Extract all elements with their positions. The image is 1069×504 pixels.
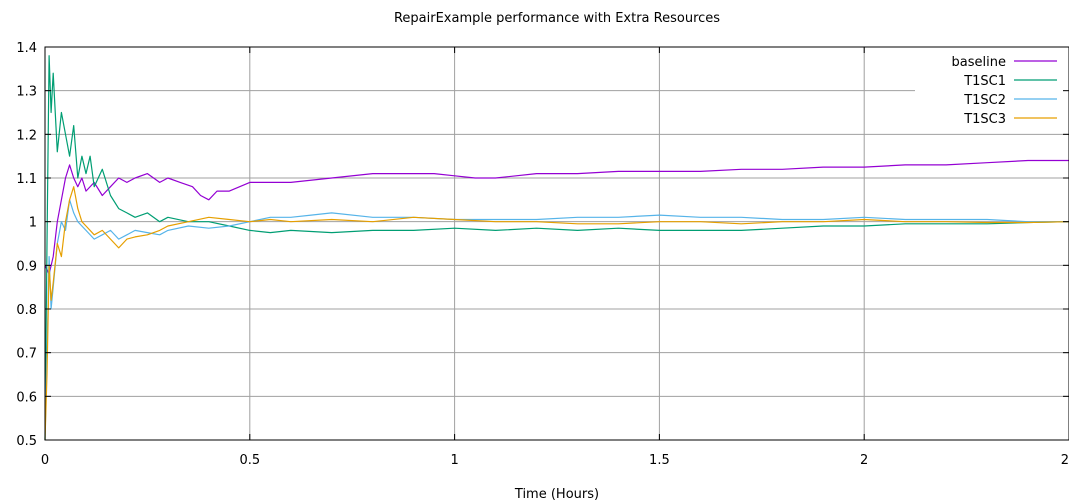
y-tick-label: 1.2 [16,128,37,143]
y-tick-label: 1.3 [16,85,37,100]
x-axis-label: Time (Hours) [514,487,599,502]
plot-border [44,46,1069,441]
x-tick-label: 1.5 [649,453,670,468]
y-tick-label: 0.6 [16,390,37,405]
x-tick-label: 1 [450,453,458,468]
y-tick-label: 1 [29,216,37,231]
legend-label: T1SC1 [963,74,1006,89]
y-tick-label: 0.9 [16,259,37,274]
x-tick-label: 0.5 [239,453,260,468]
x-tick-label: 0 [41,453,49,468]
y-tick-label: 0.8 [16,303,37,318]
legend-label: T1SC2 [963,93,1006,108]
legend-label: baseline [952,55,1006,70]
x-tick-label: 2 [860,453,868,468]
series-line-t1sc3 [44,186,1069,441]
legend: baseline T1SC1 T1SC2 T1SC3 [952,55,1057,127]
y-tick-label: 0.5 [16,434,37,449]
series-lines [44,55,1069,441]
series-line-t1sc1 [44,55,1069,441]
x-tick-label: 2 [1061,453,1069,468]
y-tick-label: 1.1 [16,172,37,187]
ticks: 0.5 0.6 0.7 0.8 0.9 1 1.1 1.2 1.3 1.4 0 0.5 1 1.5 2 2 [16,41,1069,468]
y-tick-label: 1.4 [16,41,37,56]
series-line-baseline [44,159,1069,275]
y-tick-label: 0.7 [16,347,37,362]
chart-title: RepairExample performance with Extra Res… [394,11,720,26]
grid [45,47,1069,440]
legend-label: T1SC3 [963,112,1006,127]
